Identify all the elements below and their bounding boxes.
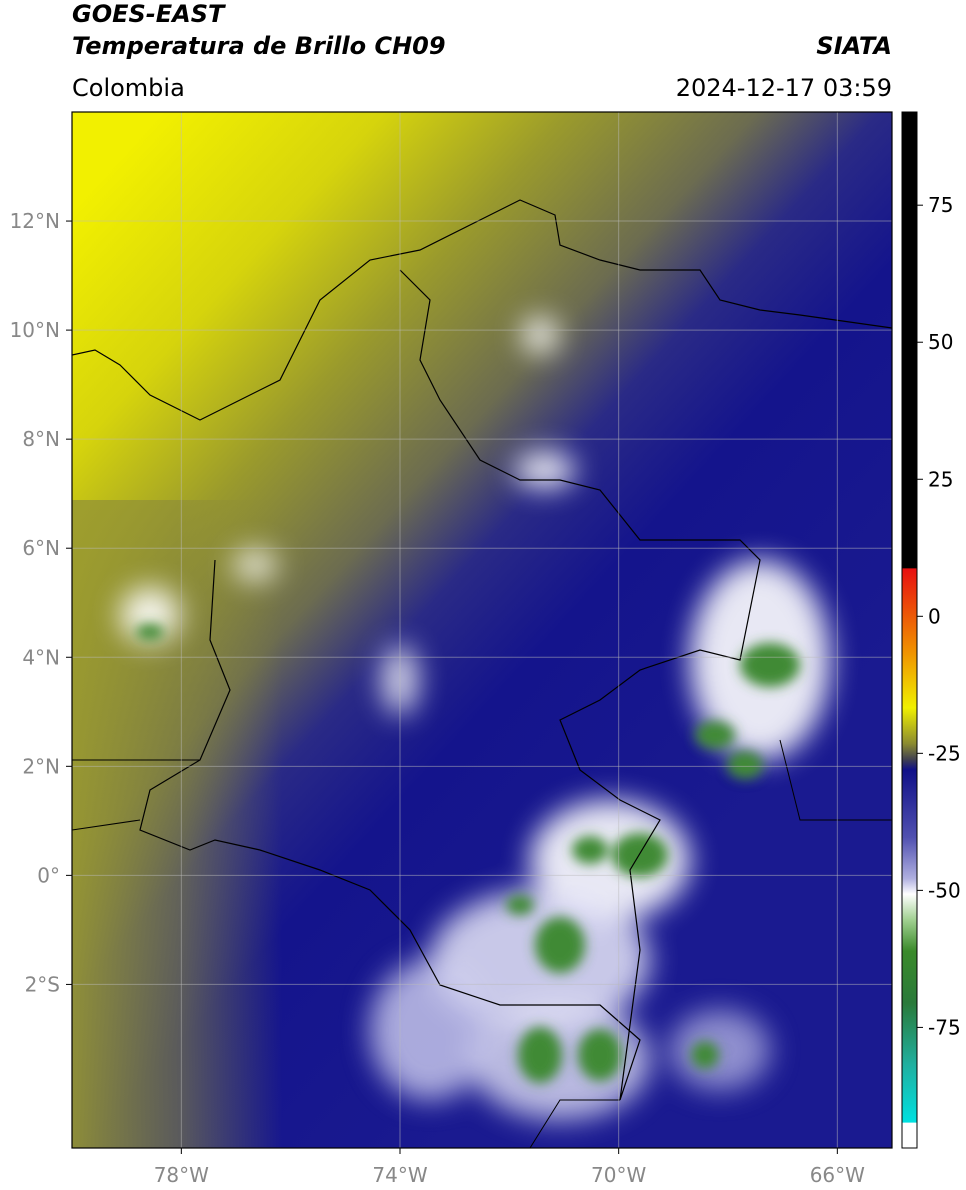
coastline xyxy=(72,199,892,421)
y-tick-label: 8°N xyxy=(22,427,60,451)
colorbar xyxy=(901,111,918,1149)
y-tick-label: 0° xyxy=(37,863,60,887)
border xyxy=(139,269,761,1101)
map-frame xyxy=(71,111,893,1149)
colorbar-tick-label: 50 xyxy=(928,330,953,354)
y-tick-label: 4°N xyxy=(22,645,60,669)
datetime: 2024-12-17 03:59 xyxy=(676,74,892,102)
colorbar-tick-label: -50 xyxy=(928,878,961,902)
border xyxy=(72,739,892,1148)
y-tick-label: 2°S xyxy=(25,972,60,996)
colorbar-tick-label: -25 xyxy=(928,741,961,765)
imagery xyxy=(72,112,892,1148)
colorbar-tick-label: 25 xyxy=(928,467,953,491)
y-tick-label: 2°N xyxy=(22,754,60,778)
x-tick-label: 70°W xyxy=(591,1163,646,1187)
subtitle: Temperatura de Brillo CH09 xyxy=(72,32,446,60)
grid xyxy=(72,112,892,1148)
colorbar-tick-label: 75 xyxy=(928,193,953,217)
colorbar-tick-label: 0 xyxy=(928,604,941,628)
x-tick-label: 66°W xyxy=(810,1163,865,1187)
x-tick-label: 78°W xyxy=(154,1163,209,1187)
y-tick-label: 10°N xyxy=(10,318,60,342)
x-tick-label: 74°W xyxy=(372,1163,427,1187)
y-tick-label: 6°N xyxy=(22,536,60,560)
title: GOES-EAST xyxy=(72,0,226,28)
y-tick-label: 12°N xyxy=(10,209,60,233)
colorbar-tick-label: -75 xyxy=(928,1015,961,1039)
region: Colombia xyxy=(72,74,185,102)
source: SIATA xyxy=(816,32,892,60)
